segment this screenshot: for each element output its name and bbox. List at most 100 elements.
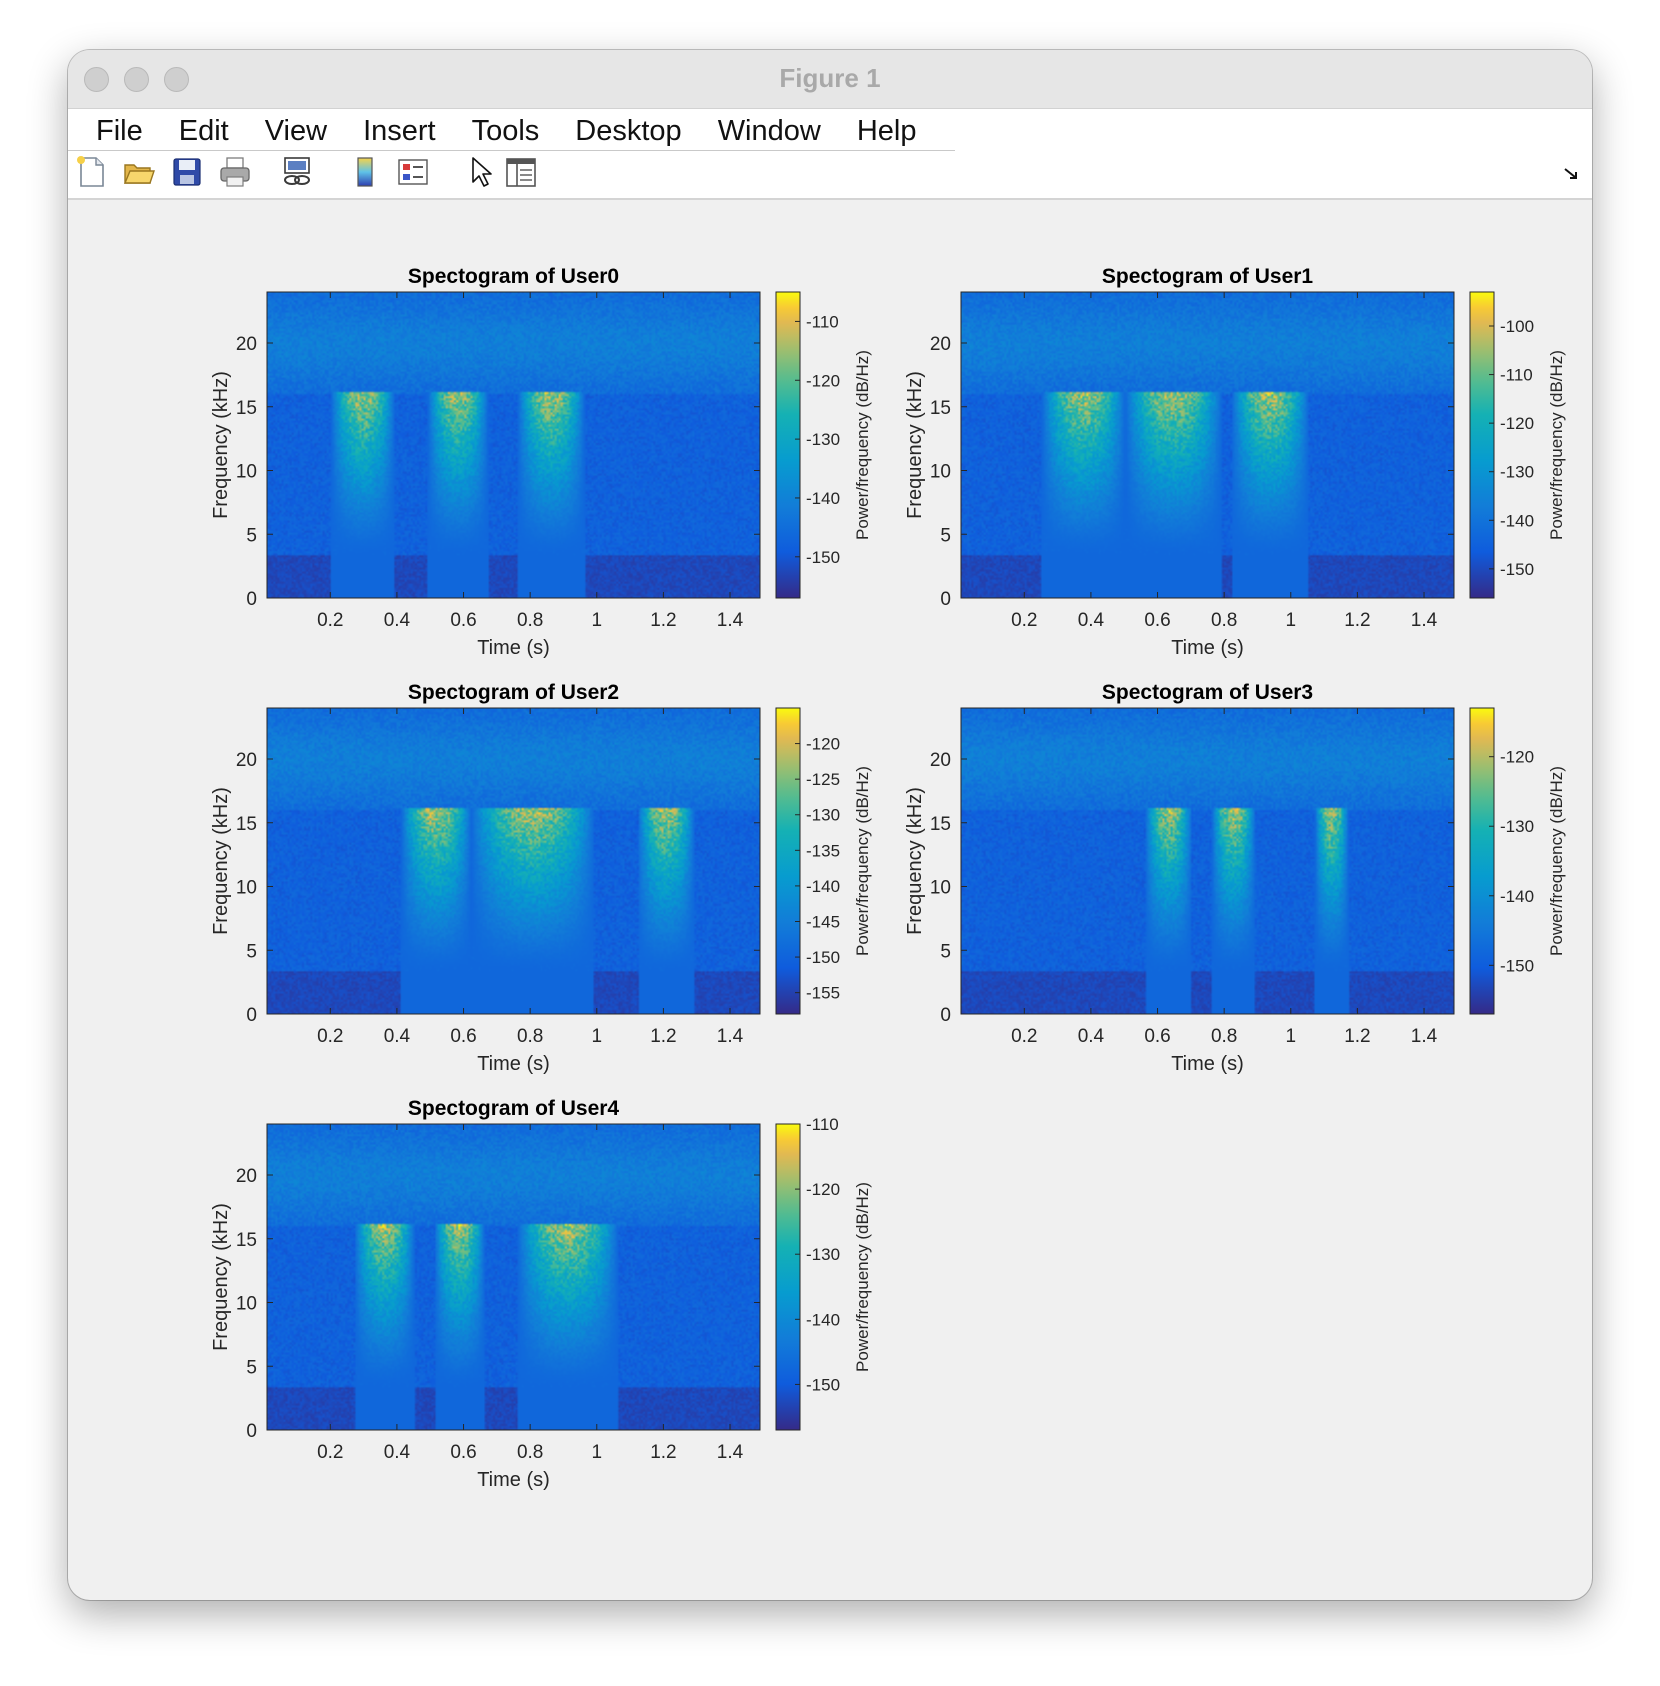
y-tick-label: 0 — [246, 589, 257, 610]
x-axis-label: Time (s) — [477, 1053, 550, 1075]
y-tick-label: 20 — [930, 334, 951, 355]
y-tick-label: 20 — [236, 1166, 257, 1187]
x-tick-label: 0.4 — [1078, 610, 1105, 631]
menu-desktop[interactable]: Desktop — [575, 115, 682, 147]
colorbar-tick-label: -140 — [806, 877, 840, 896]
y-tick-label: 5 — [246, 525, 257, 546]
colorbar-tick-label: -110 — [806, 1115, 839, 1134]
x-tick-label: 0.4 — [384, 1026, 411, 1047]
colorbar-label: Power/frequency (dB/Hz) — [853, 766, 872, 956]
colorbar-tick-label: -110 — [1500, 366, 1533, 385]
x-tick-label: 1.2 — [650, 1026, 676, 1047]
colorbar-tick-label: -130 — [806, 806, 840, 825]
axes-box — [266, 1123, 761, 1431]
menu-window[interactable]: Window — [717, 115, 821, 147]
menu-edit[interactable]: Edit — [178, 115, 229, 147]
x-axis-label: Time (s) — [477, 637, 550, 659]
colorbar-tick-label: -150 — [806, 548, 840, 567]
y-tick-label: 5 — [940, 941, 951, 962]
insert-legend-icon[interactable] — [396, 155, 430, 189]
subplot-user0: Spectogram of User0 0.2 0.4 0.6 0.8 1 1.2 1.4 0 5… — [210, 265, 872, 659]
close-window-button[interactable] — [84, 67, 109, 92]
x-tick-label: 1.4 — [717, 1026, 744, 1047]
x-tick-label: 1 — [591, 1442, 602, 1463]
print-icon[interactable] — [218, 155, 252, 189]
colorbar-tick-label: -140 — [806, 489, 840, 508]
colorbar-tick-label: -150 — [1500, 560, 1534, 579]
colorbar-tick-label: -145 — [806, 912, 840, 931]
plot-title: Spectogram of User3 — [1102, 681, 1313, 704]
axes-box — [266, 291, 761, 599]
x-tick-label: 0.2 — [317, 1026, 343, 1047]
plot-title: Spectogram of User1 — [1102, 265, 1314, 288]
x-tick-label: 0.6 — [450, 1026, 476, 1047]
x-tick-label: 0.2 — [317, 610, 343, 631]
figure-window: Figure 1 File Edit View Insert Tools Des… — [68, 50, 1592, 1600]
colorbar — [775, 707, 801, 1015]
y-tick-label: 20 — [236, 334, 257, 355]
link-plot-icon[interactable] — [280, 155, 314, 189]
colorbar-tick-label: -110 — [806, 312, 839, 331]
menu-file[interactable]: File — [96, 115, 143, 147]
colorbar-tick-label: -130 — [806, 430, 840, 449]
x-tick-label: 1.4 — [717, 610, 744, 631]
y-axis-label: Frequency (kHz) — [210, 787, 232, 935]
x-tick-label: 0.6 — [450, 610, 476, 631]
plot-title: Spectogram of User0 — [408, 265, 619, 288]
colorbar-label: Power/frequency (dB/Hz) — [853, 350, 872, 540]
colorbar — [1469, 707, 1495, 1015]
y-tick-label: 20 — [930, 750, 951, 771]
menu-help[interactable]: Help — [856, 115, 917, 147]
y-axis-label: Frequency (kHz) — [904, 371, 926, 519]
spectrogram-image — [267, 708, 760, 1014]
subplots: Spectogram of User0 0.2 0.4 0.6 0.8 1 1.2 1.4 0 5… — [210, 265, 1566, 1491]
x-tick-label: 1 — [1285, 610, 1296, 631]
colorbar-tick-label: -135 — [806, 841, 840, 860]
plot-title: Spectogram of User2 — [408, 681, 619, 704]
colorbar-tick-label: -120 — [1500, 414, 1534, 433]
open-file-icon[interactable] — [122, 155, 156, 189]
menu-view[interactable]: View — [264, 115, 328, 147]
new-figure-icon[interactable] — [74, 155, 108, 189]
menu-tools[interactable]: Tools — [471, 115, 540, 147]
menu-insert[interactable]: Insert — [363, 115, 436, 147]
colorbar-tick-label: -130 — [1500, 817, 1534, 836]
save-icon[interactable] — [170, 155, 204, 189]
y-tick-label: 0 — [940, 1005, 951, 1026]
axes-box — [960, 291, 1455, 599]
y-tick-label: 0 — [246, 1005, 257, 1026]
x-tick-label: 0.8 — [1211, 1026, 1237, 1047]
x-tick-label: 1.4 — [1411, 610, 1438, 631]
dock-arrow-icon[interactable] — [1564, 167, 1578, 181]
minimize-window-button[interactable] — [124, 67, 149, 92]
spectrogram-image — [961, 708, 1454, 1014]
colorbar-label: Power/frequency (dB/Hz) — [1547, 350, 1566, 540]
x-axis-label: Time (s) — [1171, 1053, 1244, 1075]
colorbar-tick-label: -120 — [1500, 748, 1534, 767]
insert-colorbar-icon[interactable] — [348, 155, 382, 189]
colorbar-tick-label: -120 — [806, 735, 840, 754]
x-axis-label: Time (s) — [477, 1469, 550, 1491]
x-tick-label: 1 — [1285, 1026, 1296, 1047]
zoom-window-button[interactable] — [164, 67, 189, 92]
y-tick-label: 0 — [940, 589, 951, 610]
property-editor-icon[interactable] — [504, 155, 538, 189]
x-tick-label: 0.8 — [1211, 610, 1237, 631]
x-tick-label: 1.2 — [650, 610, 676, 631]
spectrogram-image — [961, 292, 1454, 598]
y-tick-label: 15 — [236, 398, 257, 419]
x-tick-label: 0.4 — [384, 1442, 411, 1463]
colorbar-tick-label: -100 — [1500, 317, 1534, 336]
colorbar-tick-label: -120 — [806, 371, 840, 390]
y-tick-label: 15 — [930, 398, 951, 419]
colorbar-label: Power/frequency (dB/Hz) — [1547, 766, 1566, 956]
subplot-user1: Spectogram of User1 0.2 0.4 0.6 0.8 1 1.2 1.4 0 5… — [904, 265, 1566, 659]
colorbar-tick-label: -120 — [806, 1180, 840, 1199]
x-tick-label: 0.6 — [1144, 610, 1170, 631]
colorbar-tick-label: -150 — [806, 1375, 840, 1394]
x-axis-label: Time (s) — [1171, 637, 1244, 659]
x-tick-label: 1.4 — [1411, 1026, 1438, 1047]
y-tick-label: 15 — [236, 814, 257, 835]
x-tick-label: 1 — [591, 610, 602, 631]
edit-plot-pointer-icon[interactable] — [464, 155, 498, 189]
